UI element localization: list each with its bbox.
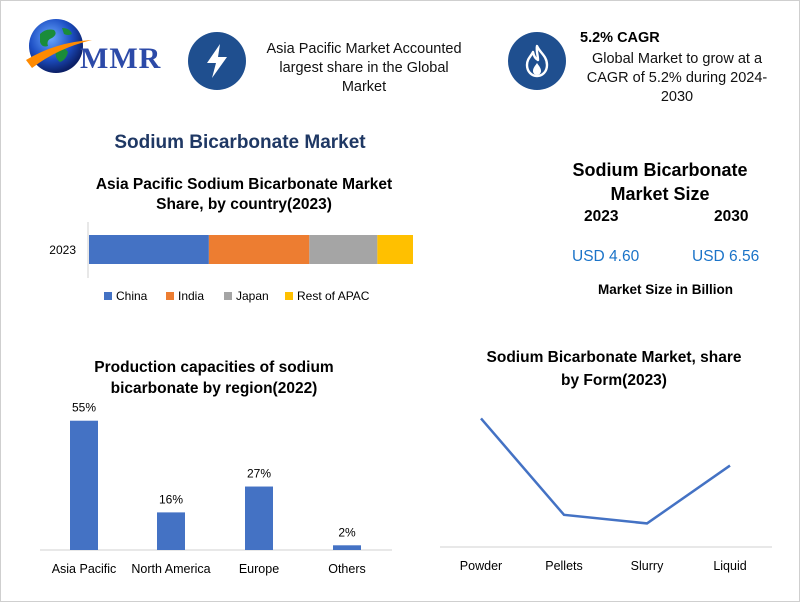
category-tick-label: North America (131, 562, 210, 576)
stacked-bar-segment (208, 235, 310, 264)
category-tick-label: Asia Pacific (52, 562, 117, 576)
category-tick-label: Slurry (631, 559, 664, 573)
legend-swatch (285, 292, 293, 300)
main-title: Sodium Bicarbonate Market (114, 132, 366, 153)
bar (333, 545, 361, 550)
chart-title-line: Asia Pacific Sodium Bicarbonate Market (96, 176, 392, 193)
mmr-logo: MMR (22, 14, 167, 84)
globe-icon (26, 19, 92, 73)
market-size-title-line: Sodium Bicarbonate (572, 160, 748, 180)
highlight-line: Asia Pacific Market Accounted (266, 41, 462, 57)
cagr-title: 5.2% CAGR (580, 30, 660, 46)
highlight-line: CAGR of 5.2% during 2024- (586, 70, 768, 86)
chart-title-line: Sodium Bicarbonate Market, share (487, 349, 742, 366)
category-tick-label: Powder (460, 559, 502, 573)
production-capacity-chart: Production capacities of sodium bicarbon… (40, 359, 392, 576)
category-tick-label: 2023 (49, 243, 76, 257)
data-label: 55% (72, 401, 96, 415)
share-line (480, 417, 731, 525)
stacked-bar-segment (309, 235, 378, 264)
flame-icon (525, 44, 549, 78)
chart-title-line: bicarbonate by region(2022) (111, 380, 318, 397)
legend-swatch (104, 292, 112, 300)
legend-swatch (166, 292, 174, 300)
asia-pacific-highlight: Asia Pacific Market Accounted largest sh… (248, 40, 480, 97)
legend-label: Rest of APAC (297, 289, 370, 303)
market-value-2030: USD 6.56 (692, 248, 760, 265)
highlight-line: largest share in the Global (279, 60, 449, 76)
category-tick-label: Others (328, 562, 366, 576)
stacked-bar-segment (377, 235, 413, 264)
chart-title-line: by Form(2023) (561, 372, 667, 389)
market-size-title-line: Market Size (610, 184, 710, 204)
data-label: 27% (247, 467, 271, 481)
chart-title-line: Production capacities of sodium (94, 359, 333, 376)
chart-title-line: Share, by country(2023) (156, 196, 332, 213)
market-size-note: Market Size in Billion (598, 282, 734, 297)
legend-label: Japan (236, 289, 269, 303)
bar (157, 512, 185, 550)
logo-text: MMR (80, 42, 162, 75)
highlight-line: 2030 (660, 89, 694, 105)
lightning-badge (188, 32, 246, 90)
country-share-chart: Asia Pacific Sodium Bicarbonate Market S… (49, 176, 413, 303)
market-size-title: Sodium Bicarbonate Market Size (560, 158, 760, 206)
highlight-line: Global Market to grow at a (591, 51, 763, 67)
category-tick-label: Europe (239, 562, 279, 576)
bar (245, 486, 273, 550)
lightning-icon (207, 44, 227, 78)
share-by-form-chart: Sodium Bicarbonate Market, share by Form… (440, 349, 772, 573)
stacked-bar-segment (89, 235, 209, 264)
legend-label: India (178, 289, 204, 303)
flame-badge (508, 32, 566, 90)
category-tick-label: Liquid (713, 559, 746, 573)
category-tick-label: Pellets (545, 559, 583, 573)
highlight-line: Market (341, 79, 387, 95)
market-value-2023: USD 4.60 (572, 248, 640, 265)
data-label: 16% (159, 492, 183, 506)
bar (70, 420, 98, 550)
legend-label: China (116, 289, 148, 303)
data-label: 2% (338, 525, 356, 539)
legend-swatch (224, 292, 232, 300)
cagr-highlight: Global Market to grow at a CAGR of 5.2% … (572, 50, 782, 107)
year-2023-label: 2023 (584, 208, 619, 225)
year-2030-label: 2030 (714, 208, 749, 225)
